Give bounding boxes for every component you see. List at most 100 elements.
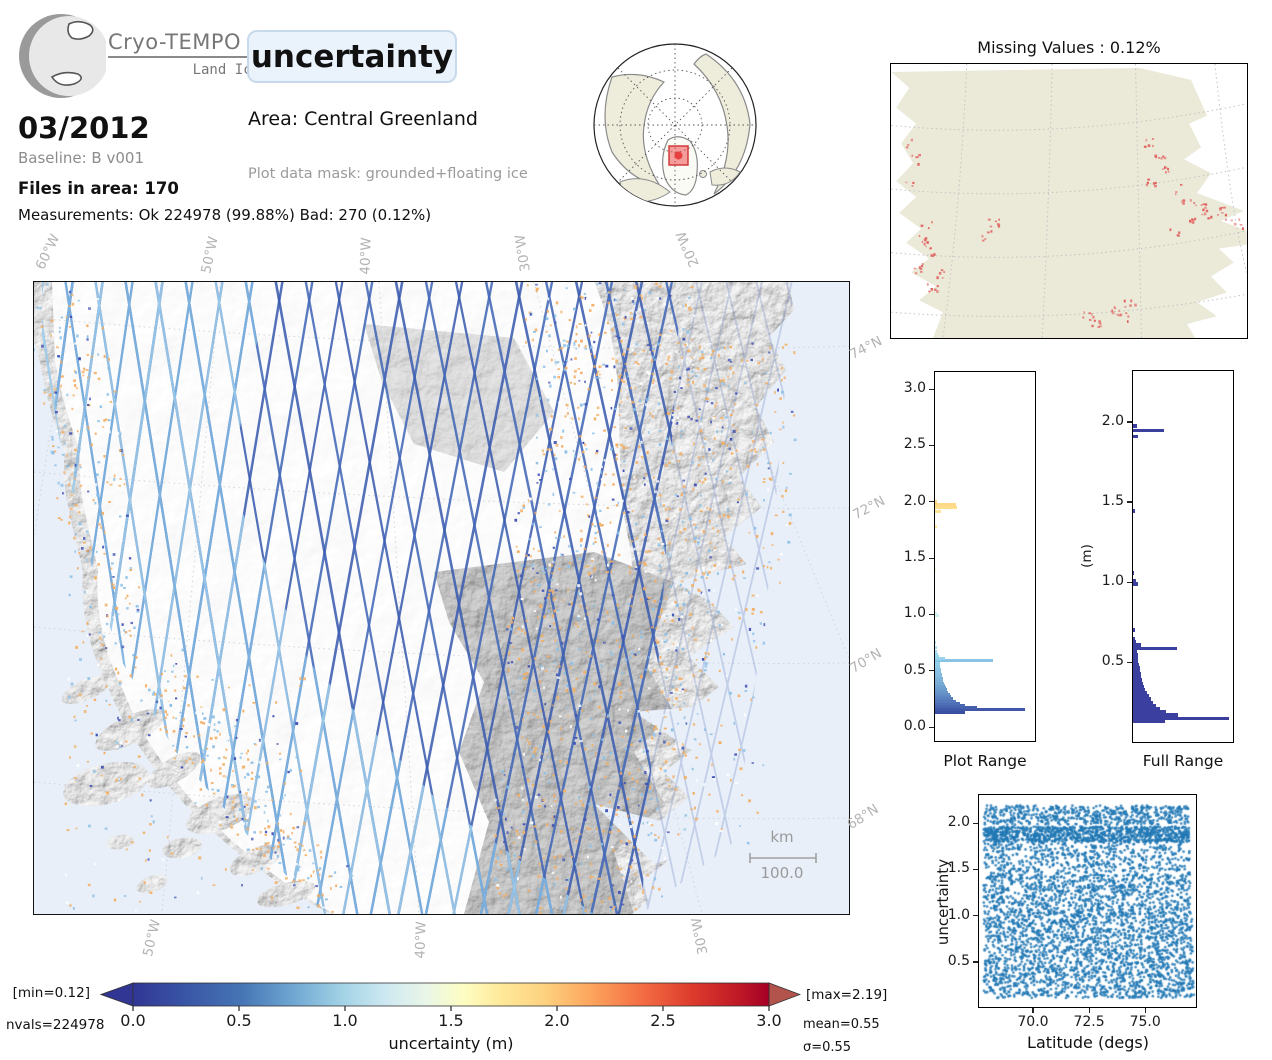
hist-bar: [935, 666, 941, 669]
x-tick-mark: [1032, 1008, 1034, 1013]
y-tick-label: 2.0: [947, 814, 970, 831]
hist-bar: [935, 706, 977, 710]
hist-bar: [935, 699, 956, 703]
hist-bar: [935, 683, 945, 687]
plot-range-title: Plot Range: [943, 752, 1027, 770]
hist-bar: [935, 510, 941, 514]
hist-bar: [935, 500, 937, 503]
hist-bar: [935, 652, 938, 656]
hist-bar: [935, 704, 965, 707]
hist-bar: [935, 640, 936, 644]
y-tick-mark: [1127, 501, 1132, 503]
y-tick-mark: [929, 670, 934, 672]
y-tick-mark: [973, 868, 978, 871]
hist-bar: [1133, 434, 1139, 438]
hist-bar: [1133, 713, 1178, 717]
hist-bar: [1133, 652, 1138, 657]
hist-bar: [935, 524, 937, 528]
y-tick-mark: [1127, 581, 1132, 583]
hist-bar: [935, 686, 946, 690]
scale-bar: [749, 853, 817, 863]
min-annotation: [min=0.12]: [12, 985, 90, 1001]
x-tick-mark: [1088, 1008, 1090, 1013]
logo-rule: [108, 56, 260, 58]
parallel-label: 72°N: [850, 492, 888, 524]
files-in-area-label: Files in area: 170: [18, 179, 179, 198]
y-tick-label: 2.5: [903, 436, 926, 453]
meridian-label: 50°W: [140, 918, 164, 958]
hist-bar: [1133, 710, 1166, 714]
colorbar-tick-label: 1.0: [332, 1011, 358, 1030]
max-annotation: [max=2.19]: [806, 987, 888, 1003]
date-label: 03/2012: [18, 111, 150, 145]
hist-bar: [1133, 706, 1160, 711]
y-tick-mark: [973, 961, 978, 963]
latitude-scatter-plot: [978, 794, 1197, 1008]
y-tick-label: 0.0: [903, 718, 926, 735]
area-highlight-dot: [674, 151, 683, 160]
hist-bar: [1133, 662, 1139, 666]
hist-bar: [1133, 640, 1136, 644]
hist-bar: [1133, 646, 1177, 650]
meridian-label: 20°W: [673, 228, 703, 270]
colorbar-tick-label: 0.0: [120, 1011, 146, 1030]
plot-range-histogram: [934, 371, 1036, 742]
y-tick-mark: [973, 915, 978, 917]
x-tick-label: 70.0: [1017, 1014, 1049, 1030]
hist-bar: [935, 650, 937, 654]
y-tick-label: 2.0: [1101, 412, 1124, 429]
hist-bar: [1133, 687, 1146, 692]
y-tick-mark: [973, 822, 978, 824]
logo-title: Cryo-TEMPO: [108, 30, 242, 54]
y-tick-label: 0.5: [947, 952, 970, 969]
hist-bar: [1133, 691, 1147, 695]
uncertainty-colorbar: [100, 982, 801, 1011]
sigma-annotation: σ=0.55: [803, 1040, 852, 1055]
meridian-label: 60°W: [32, 231, 64, 273]
meridian-label: 40°W: [357, 237, 375, 275]
meridian-label: 50°W: [198, 235, 222, 275]
hist-bar: [1133, 665, 1140, 669]
hist-bar: [935, 681, 944, 685]
y-tick-mark: [929, 557, 934, 559]
hist-bar: [1133, 649, 1138, 654]
hist-bar: [1133, 700, 1153, 704]
hist-bar: [935, 502, 957, 506]
y-tick-mark: [929, 444, 934, 447]
hist-bar: [935, 692, 950, 696]
hist-bar: [935, 710, 965, 714]
meridian-label: 30°W: [512, 233, 534, 273]
hist-bar: [1133, 703, 1156, 708]
scale-bar-length: 100.0: [760, 864, 804, 882]
meridian-label: 30°W: [688, 916, 712, 956]
y-tick-mark: [929, 501, 934, 503]
hist-bar: [935, 695, 952, 698]
colorbar-tick-label: 2.0: [544, 1011, 570, 1030]
y-tick-label: 1.5: [903, 549, 926, 566]
missing-data-points: [905, 138, 1245, 328]
hist-bar: [935, 697, 954, 701]
hist-bar: [1133, 659, 1139, 663]
hist-bar: [1133, 684, 1145, 689]
y-tick-label: 1.0: [947, 906, 970, 923]
hist-bar: [935, 668, 941, 672]
hist-bar: [935, 677, 943, 681]
y-tick-label: 2.0: [903, 492, 926, 509]
scale-bar-unit: km: [770, 828, 794, 846]
nvals-annotation: nvals=224978: [6, 1017, 105, 1033]
hist-bar: [935, 661, 940, 665]
hist-bar: [1133, 656, 1138, 660]
hist-bar: [1133, 628, 1135, 632]
hist-bar: [1133, 672, 1141, 676]
plot-data-mask-label: Plot data mask: grounded+floating ice: [248, 166, 528, 182]
hist-bar: [1133, 571, 1135, 575]
mean-annotation: mean=0.55: [803, 1017, 880, 1032]
hist-bar: [1133, 694, 1149, 698]
hist-bar: [935, 688, 947, 692]
hist-bar: [1133, 697, 1151, 701]
hist-bar: [1133, 637, 1136, 641]
x-tick-label: 75.0: [1129, 1014, 1161, 1030]
hist-bar: [935, 679, 944, 683]
x-tick-mark: [1144, 1008, 1146, 1013]
hist-bar: [1133, 582, 1138, 586]
